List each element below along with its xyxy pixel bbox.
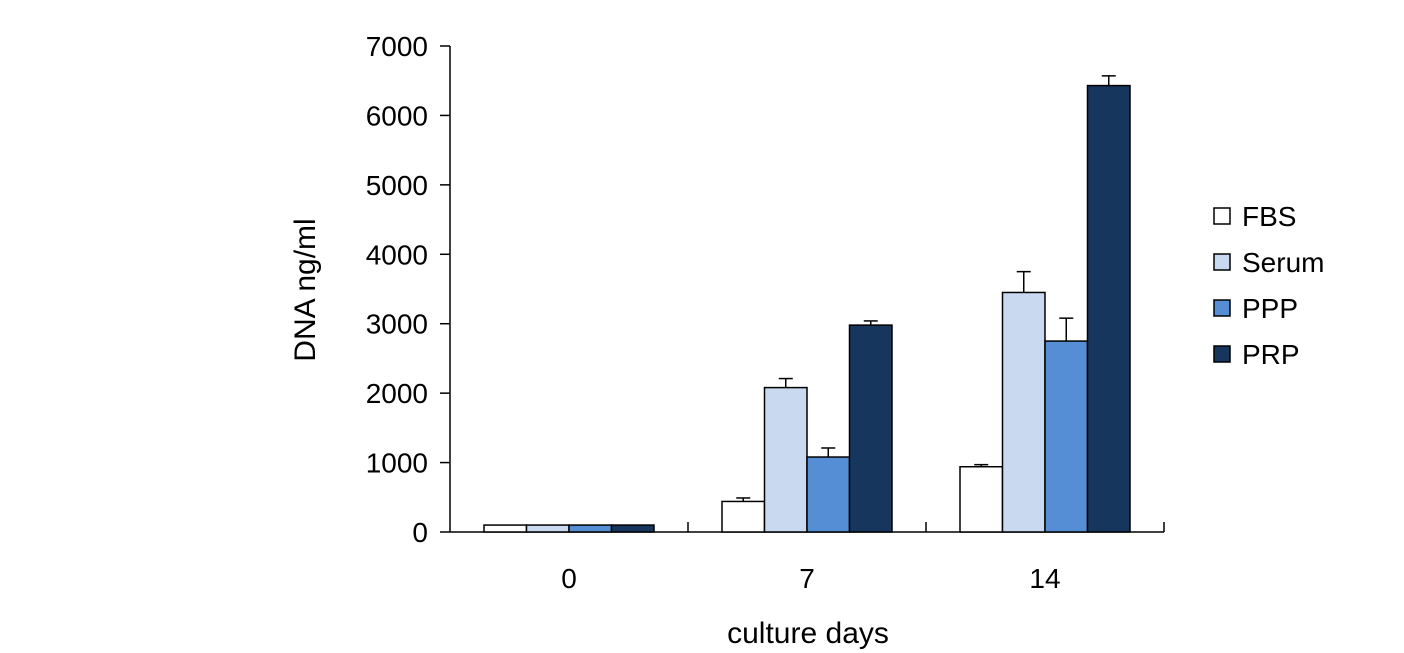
bar-fbs-day-14 [959,465,1004,533]
x-tick-label: 7 [799,563,815,594]
bar-prp-day-7 [848,324,893,533]
bar-serum-day-7 [763,386,808,533]
legend-label-ppp: PPP [1242,293,1298,324]
y-tick-label: 4000 [366,239,428,270]
y-tick-label: 6000 [366,100,428,131]
y-tick-label: 5000 [366,170,428,201]
y-tick-label: 3000 [366,309,428,340]
bar-prp-day-14 [1086,84,1131,533]
y-tick-label: 7000 [366,31,428,62]
bar-ppp-day-0 [568,524,613,533]
legend-label-prp: PRP [1242,339,1300,370]
legend: FBS Serum PPP PRP [1213,201,1324,370]
bars [483,84,1131,533]
bar-ppp-day-14 [1044,340,1089,533]
bar-prp-day-0 [610,524,655,533]
bar-serum-day-0 [525,524,570,533]
bar-fbs-day-7 [721,500,766,533]
tick-labels: 0 1000 2000 3000 4000 5000 6000 7000 0 7 14 [366,31,1061,594]
bar-serum-day-14 [1001,291,1046,533]
legend-label-serum: Serum [1242,247,1324,278]
legend-swatch-ppp [1213,299,1231,317]
bar-ppp-day-7 [806,456,851,533]
x-tick-label: 14 [1029,563,1060,594]
y-tick-label: 2000 [366,378,428,409]
legend-swatch-serum [1213,253,1231,271]
x-axis-label: culture days [727,617,889,650]
y-tick-label: 1000 [366,448,428,479]
legend-label-fbs: FBS [1242,201,1296,232]
legend-swatch-prp [1213,345,1231,363]
y-axis-label: DNA ng/ml [289,218,322,361]
x-tick-label: 0 [561,563,577,594]
legend-swatch-fbs [1213,207,1231,225]
bar-fbs-day-0 [483,524,528,533]
error-bars [736,75,1116,502]
y-tick-label: 0 [412,517,428,548]
